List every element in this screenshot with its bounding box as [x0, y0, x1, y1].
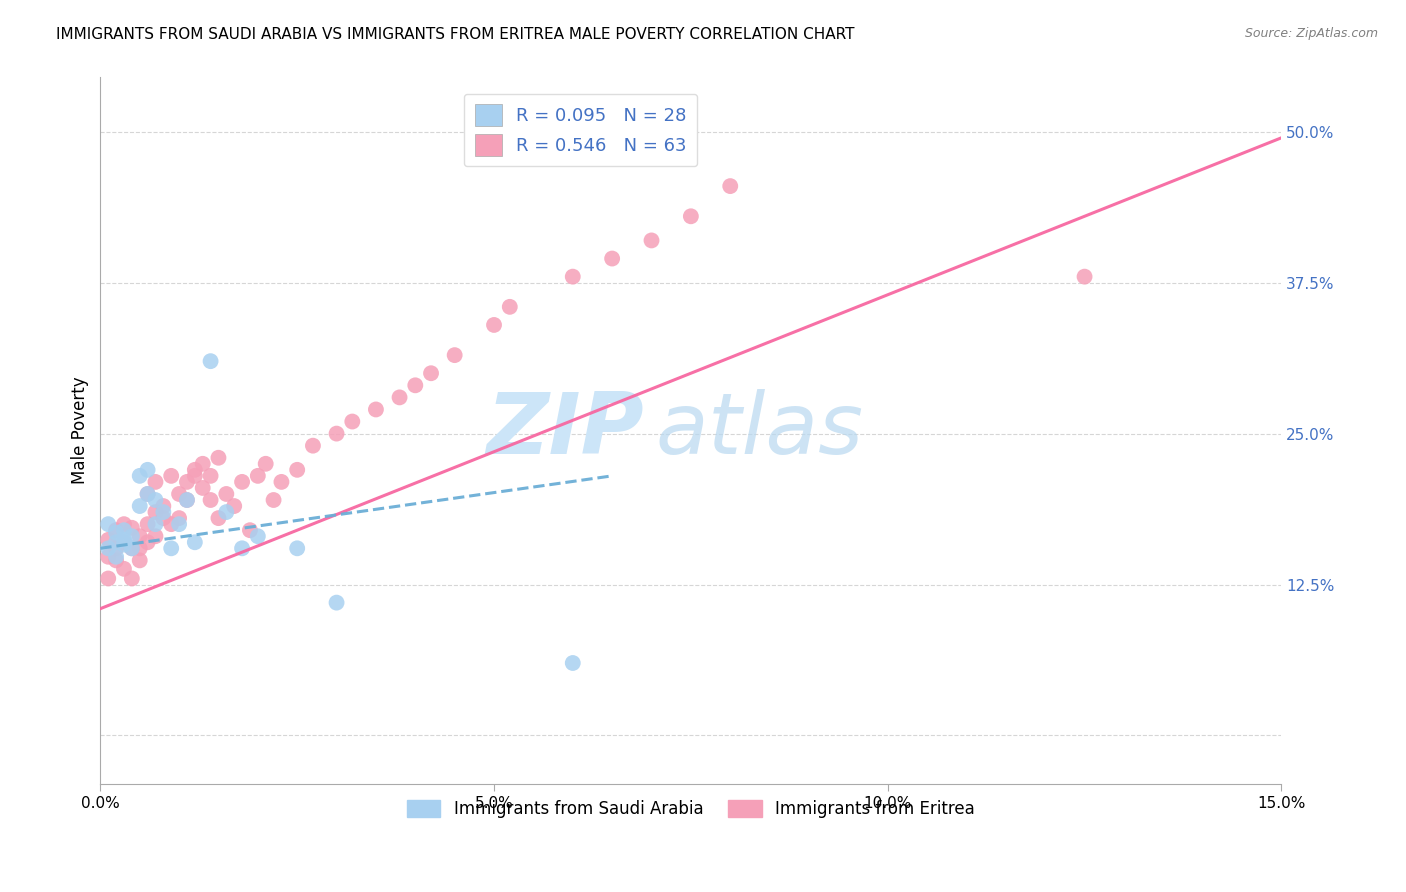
Point: [1073, 269, 1095, 284]
Point: [97, 549, 120, 564]
Point: [239, 523, 262, 537]
Point: [364, 402, 387, 417]
Point: [121, 541, 143, 556]
Point: [420, 366, 443, 380]
Point: [121, 529, 143, 543]
Point: [145, 517, 167, 532]
Point: [152, 511, 174, 525]
Point: [325, 426, 347, 441]
Text: Source: ZipAtlas.com: Source: ZipAtlas.com: [1244, 27, 1378, 40]
Point: [263, 493, 285, 508]
Point: [112, 538, 135, 552]
Point: [200, 468, 222, 483]
Point: [105, 523, 128, 537]
Point: [152, 505, 174, 519]
Point: [285, 463, 308, 477]
Point: [160, 468, 183, 483]
Text: atlas: atlas: [655, 389, 863, 472]
Point: [215, 505, 238, 519]
Point: [561, 656, 583, 670]
Point: [215, 487, 238, 501]
Point: [718, 179, 741, 194]
Point: [128, 529, 150, 543]
Point: [145, 493, 167, 508]
Point: [160, 541, 183, 556]
Point: [136, 463, 159, 477]
Point: [482, 318, 505, 332]
Point: [191, 481, 214, 495]
Point: [112, 533, 135, 547]
Point: [128, 468, 150, 483]
Point: [128, 553, 150, 567]
Point: [97, 517, 120, 532]
Point: [112, 517, 135, 532]
Point: [136, 487, 159, 501]
Point: [105, 553, 128, 567]
Point: [184, 535, 207, 549]
Point: [231, 475, 253, 489]
Point: [136, 517, 159, 532]
Point: [207, 511, 229, 525]
Point: [176, 493, 198, 508]
Point: [112, 523, 135, 537]
Point: [200, 354, 222, 368]
Point: [561, 269, 583, 284]
Point: [145, 475, 167, 489]
Point: [207, 450, 229, 465]
Point: [679, 209, 702, 223]
Point: [105, 549, 128, 564]
Point: [191, 457, 214, 471]
Point: [136, 535, 159, 549]
Point: [302, 439, 325, 453]
Point: [231, 541, 253, 556]
Point: [184, 468, 207, 483]
Point: [105, 535, 128, 549]
Text: IMMIGRANTS FROM SAUDI ARABIA VS IMMIGRANTS FROM ERITREA MALE POVERTY CORRELATION: IMMIGRANTS FROM SAUDI ARABIA VS IMMIGRAN…: [56, 27, 855, 42]
Point: [167, 487, 190, 501]
Point: [152, 499, 174, 513]
Point: [128, 541, 150, 556]
Point: [145, 505, 167, 519]
Point: [167, 517, 190, 532]
Point: [600, 252, 623, 266]
Point: [325, 596, 347, 610]
Point: [105, 525, 128, 540]
Point: [145, 529, 167, 543]
Point: [121, 521, 143, 535]
Point: [112, 535, 135, 549]
Point: [224, 499, 246, 513]
Point: [388, 390, 411, 404]
Point: [97, 572, 120, 586]
Point: [184, 463, 207, 477]
Y-axis label: Male Poverty: Male Poverty: [72, 376, 89, 484]
Point: [121, 541, 143, 556]
Point: [270, 475, 292, 489]
Point: [499, 300, 522, 314]
Point: [246, 529, 269, 543]
Point: [112, 562, 135, 576]
Point: [176, 493, 198, 508]
Point: [121, 572, 143, 586]
Point: [342, 415, 364, 429]
Point: [105, 541, 128, 556]
Text: ZIP: ZIP: [486, 389, 644, 472]
Point: [128, 499, 150, 513]
Point: [200, 493, 222, 508]
Point: [167, 511, 190, 525]
Point: [254, 457, 277, 471]
Point: [640, 234, 662, 248]
Point: [246, 468, 269, 483]
Point: [443, 348, 465, 362]
Point: [97, 533, 120, 547]
Point: [176, 475, 198, 489]
Point: [136, 487, 159, 501]
Point: [97, 541, 120, 556]
Point: [404, 378, 426, 392]
Legend: Immigrants from Saudi Arabia, Immigrants from Eritrea: Immigrants from Saudi Arabia, Immigrants…: [401, 793, 981, 825]
Point: [285, 541, 308, 556]
Point: [160, 517, 183, 532]
